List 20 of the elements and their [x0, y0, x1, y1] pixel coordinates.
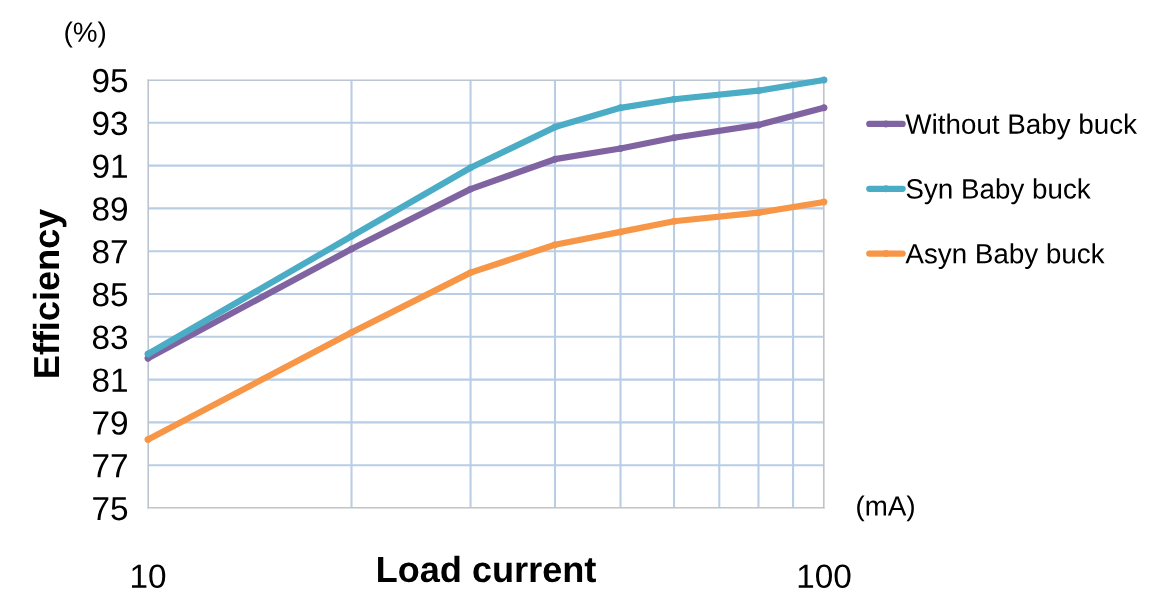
y-tick-label: 85: [92, 282, 128, 307]
x-axis-title: Load current: [378, 555, 596, 583]
y-tick-label: 93: [93, 111, 128, 136]
legend-label: Without Baby buck: [905, 113, 1138, 140]
y-tick-label: 83: [92, 325, 128, 350]
y-tick-label: 91: [93, 154, 127, 179]
text: (%): [65, 21, 106, 48]
y-tick-label: 81: [92, 368, 127, 393]
x-tick-label: 100: [798, 564, 851, 589]
y-tick-label: 77: [93, 454, 127, 478]
y-tick-label: 95: [93, 68, 128, 93]
x-tick-label: 10: [132, 564, 166, 589]
y-tick-label: 87: [92, 240, 127, 264]
y-tick-label: 89: [92, 197, 127, 221]
text: (mA): [857, 495, 914, 522]
legend-label: Syn Baby buck: [906, 178, 1091, 205]
legend-label: Asyn Baby buck: [905, 243, 1105, 270]
y-tick-label: 75: [93, 497, 128, 521]
y-tick-label: 79: [93, 411, 127, 435]
y-axis-title: Efficiency: [32, 208, 67, 377]
